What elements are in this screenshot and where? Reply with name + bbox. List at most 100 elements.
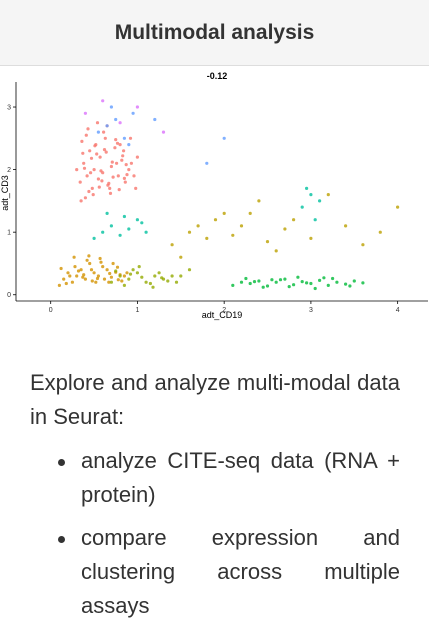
data-point [305,186,309,190]
data-point [109,224,113,228]
x-tick-label: 4 [396,307,400,314]
data-point [170,274,174,278]
data-point [331,276,335,281]
data-point [118,121,122,125]
data-point [87,189,91,194]
data-point [92,236,96,240]
data-point [105,124,109,128]
data-point [79,199,83,203]
data-point [92,168,96,172]
data-point [148,281,152,286]
data-point [344,224,348,228]
data-point [120,279,124,283]
data-point [135,105,139,109]
data-point [261,285,265,289]
data-point [105,268,109,272]
y-tick-label: 3 [7,105,11,112]
data-point [117,188,121,192]
data-point [296,275,300,279]
data-point [89,171,93,175]
data-point [85,174,89,178]
description: Explore and analyze multi-modal data in … [30,366,400,632]
data-point [318,199,322,203]
data-point [115,161,119,165]
data-point [144,230,148,234]
data-point [122,176,126,180]
data-point [274,249,278,253]
bullet-icon [58,536,65,543]
data-point [131,111,135,115]
data-point [96,130,100,134]
data-point [283,277,287,281]
data-point [114,269,118,273]
data-point [122,214,126,219]
x-axis-label: adt_CD19 [202,310,243,320]
data-point [114,138,118,142]
data-point [378,230,382,234]
data-point [265,240,270,244]
data-point [213,218,218,222]
data-point [102,148,107,152]
data-point [83,111,87,115]
data-point [361,281,365,285]
data-point [73,265,77,269]
data-point [125,271,129,275]
data-point [222,211,226,215]
data-point [83,277,87,281]
data-point [278,278,283,282]
data-point [64,281,68,286]
data-point [68,274,72,278]
data-point [90,186,94,190]
data-point [309,281,313,286]
data-point [115,141,120,145]
data-point [170,243,174,247]
data-point [97,185,101,189]
data-point [309,236,313,240]
data-point [88,149,92,153]
data-point [86,127,90,131]
data-point [102,130,106,134]
data-point [122,283,126,287]
data-point [134,186,138,190]
data-point [174,280,179,284]
data-point [81,275,85,279]
data-point [111,261,115,266]
data-point [87,254,91,258]
data-point [313,286,317,291]
x-tick-label: 2 [222,307,226,314]
data-point [62,277,66,281]
data-point [361,243,365,247]
x-tick-label: 0 [49,307,53,314]
data-point [196,224,200,228]
data-point [127,168,131,172]
data-point [121,154,125,158]
data-point [231,233,235,237]
data-point [127,277,131,281]
data-point [85,258,89,262]
data-point [105,211,109,215]
data-point [135,218,139,222]
data-point [144,280,148,284]
data-point [252,280,257,284]
data-point [239,224,244,228]
data-point [115,265,120,269]
data-point [179,255,183,259]
data-point [57,283,62,287]
data-point [118,143,122,147]
data-point [90,279,94,283]
data-point [161,130,166,134]
data-point [100,179,104,183]
data-point [75,274,79,278]
data-point [157,271,161,275]
data-point [102,277,107,281]
data-point [205,161,209,165]
x-tick-label: 1 [135,307,139,314]
data-point [109,105,113,109]
data-point [118,233,122,237]
bullet-icon [58,459,65,466]
data-point [292,283,296,287]
data-point [257,279,261,283]
data-point [80,139,84,143]
data-point [128,272,133,276]
data-point [108,271,112,276]
